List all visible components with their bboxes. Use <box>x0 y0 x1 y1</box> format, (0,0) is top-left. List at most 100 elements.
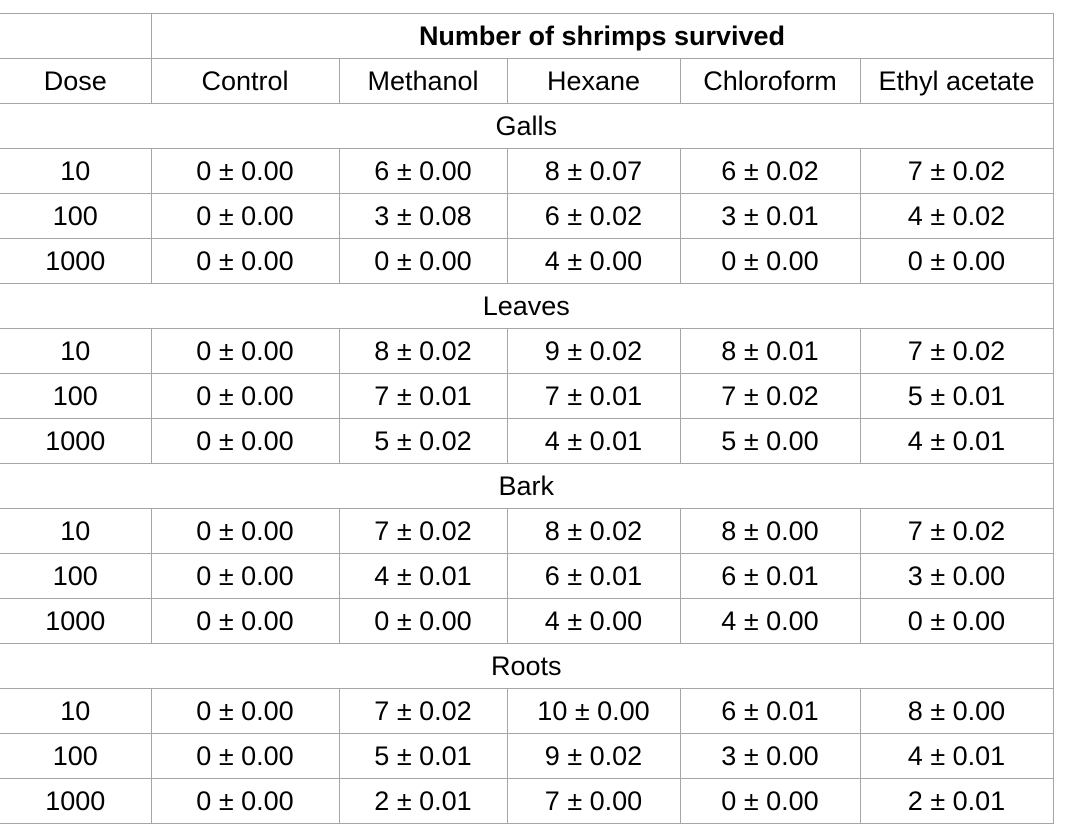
section-label: Galls <box>0 103 1054 149</box>
dose-cell: 10 <box>0 688 152 734</box>
dose-cell: 100 <box>0 553 152 599</box>
header-ethyl-acetate: Ethyl acetate <box>859 58 1054 104</box>
value-cell: 7 ± 0.02 <box>679 373 861 419</box>
header-methanol: Methanol <box>338 58 508 104</box>
value-cell: 5 ± 0.01 <box>859 373 1054 419</box>
value-cell: 10 ± 0.00 <box>506 688 681 734</box>
table-row: 10 0 ± 0.00 6 ± 0.00 8 ± 0.07 6 ± 0.02 7 ± 0.… <box>0 148 1054 194</box>
section-row: Bark <box>0 463 1054 509</box>
table-row: 100 0 ± 0.00 3 ± 0.08 6 ± 0.02 3 ± 0.01 4 ± 0… <box>0 193 1054 239</box>
value-cell: 6 ± 0.01 <box>679 553 861 599</box>
value-cell: 2 ± 0.01 <box>338 778 508 824</box>
section-label: Leaves <box>0 283 1054 329</box>
dose-cell: 100 <box>0 373 152 419</box>
value-cell: 4 ± 0.00 <box>506 598 681 644</box>
value-cell: 0 ± 0.00 <box>150 733 340 779</box>
value-cell: 8 ± 0.01 <box>679 328 861 374</box>
value-cell: 7 ± 0.02 <box>338 688 508 734</box>
value-cell: 0 ± 0.00 <box>679 238 861 284</box>
value-cell: 2 ± 0.01 <box>859 778 1054 824</box>
dose-cell: 10 <box>0 148 152 194</box>
table-row: 1000 0 ± 0.00 5 ± 0.02 4 ± 0.01 5 ± 0.00 4 ± … <box>0 418 1054 464</box>
value-cell: 0 ± 0.00 <box>859 598 1054 644</box>
value-cell: 7 ± 0.00 <box>506 778 681 824</box>
value-cell: 0 ± 0.00 <box>150 148 340 194</box>
value-cell: 0 ± 0.00 <box>150 778 340 824</box>
value-cell: 4 ± 0.00 <box>679 598 861 644</box>
dose-cell: 1000 <box>0 598 152 644</box>
value-cell: 0 ± 0.00 <box>338 238 508 284</box>
value-cell: 4 ± 0.01 <box>859 733 1054 779</box>
table-row: 1000 0 ± 0.00 2 ± 0.01 7 ± 0.00 0 ± 0.00 2 ± … <box>0 778 1054 824</box>
value-cell: 3 ± 0.01 <box>679 193 861 239</box>
value-cell: 0 ± 0.00 <box>150 193 340 239</box>
value-cell: 4 ± 0.02 <box>859 193 1054 239</box>
header-control: Control <box>150 58 340 104</box>
value-cell: 0 ± 0.00 <box>679 778 861 824</box>
section-label: Bark <box>0 463 1054 509</box>
dose-cell: 1000 <box>0 238 152 284</box>
value-cell: 7 ± 0.02 <box>859 328 1054 374</box>
value-cell: 7 ± 0.02 <box>859 148 1054 194</box>
value-cell: 0 ± 0.00 <box>150 688 340 734</box>
value-cell: 7 ± 0.01 <box>338 373 508 419</box>
table-body: Number of shrimps survived Dose Control … <box>0 13 1054 824</box>
header-dose: Dose <box>0 58 152 104</box>
header-chloroform: Chloroform <box>679 58 861 104</box>
value-cell: 7 ± 0.02 <box>338 508 508 554</box>
value-cell: 6 ± 0.01 <box>506 553 681 599</box>
table-row: 10 0 ± 0.00 7 ± 0.02 8 ± 0.02 8 ± 0.00 7 ± 0.… <box>0 508 1054 554</box>
value-cell: 6 ± 0.02 <box>506 193 681 239</box>
table-row: 100 0 ± 0.00 4 ± 0.01 6 ± 0.01 6 ± 0.01 3 ± 0… <box>0 553 1054 599</box>
value-cell: 3 ± 0.08 <box>338 193 508 239</box>
table-row: 10 0 ± 0.00 8 ± 0.02 9 ± 0.02 8 ± 0.01 7 ± 0.… <box>0 328 1054 374</box>
dose-cell: 1000 <box>0 418 152 464</box>
value-cell: 5 ± 0.02 <box>338 418 508 464</box>
dose-cell: 100 <box>0 193 152 239</box>
section-row: Galls <box>0 103 1054 149</box>
value-cell: 4 ± 0.00 <box>506 238 681 284</box>
value-cell: 6 ± 0.00 <box>338 148 508 194</box>
table-row: 100 0 ± 0.00 7 ± 0.01 7 ± 0.01 7 ± 0.02 5 ± 0… <box>0 373 1054 419</box>
value-cell: 4 ± 0.01 <box>859 418 1054 464</box>
value-cell: 4 ± 0.01 <box>506 418 681 464</box>
value-cell: 0 ± 0.00 <box>150 373 340 419</box>
shrimp-survival-table: Number of shrimps survived Dose Control … <box>0 13 1054 824</box>
value-cell: 4 ± 0.01 <box>338 553 508 599</box>
value-cell: 8 ± 0.00 <box>859 688 1054 734</box>
dose-cell: 10 <box>0 508 152 554</box>
value-cell: 9 ± 0.02 <box>506 328 681 374</box>
table-row: 100 0 ± 0.00 5 ± 0.01 9 ± 0.02 3 ± 0.00 4 ± 0… <box>0 733 1054 779</box>
table-title: Number of shrimps survived <box>150 13 1054 59</box>
value-cell: 8 ± 0.02 <box>338 328 508 374</box>
dose-cell: 100 <box>0 733 152 779</box>
value-cell: 5 ± 0.01 <box>338 733 508 779</box>
table-row: 1000 0 ± 0.00 0 ± 0.00 4 ± 0.00 4 ± 0.00 0 ± … <box>0 598 1054 644</box>
value-cell: 0 ± 0.00 <box>150 508 340 554</box>
value-cell: 7 ± 0.02 <box>859 508 1054 554</box>
dose-cell: 1000 <box>0 778 152 824</box>
value-cell: 5 ± 0.00 <box>679 418 861 464</box>
section-row: Roots <box>0 643 1054 689</box>
value-cell: 0 ± 0.00 <box>859 238 1054 284</box>
table-row: 10 0 ± 0.00 7 ± 0.02 10 ± 0.00 6 ± 0.01 8 ± 0… <box>0 688 1054 734</box>
value-cell: 8 ± 0.00 <box>679 508 861 554</box>
value-cell: 0 ± 0.00 <box>338 598 508 644</box>
value-cell: 8 ± 0.07 <box>506 148 681 194</box>
value-cell: 3 ± 0.00 <box>679 733 861 779</box>
value-cell: 8 ± 0.02 <box>506 508 681 554</box>
value-cell: 6 ± 0.01 <box>679 688 861 734</box>
value-cell: 0 ± 0.00 <box>150 328 340 374</box>
table-row: 1000 0 ± 0.00 0 ± 0.00 4 ± 0.00 0 ± 0.00 0 ± … <box>0 238 1054 284</box>
value-cell: 6 ± 0.02 <box>679 148 861 194</box>
section-label: Roots <box>0 643 1054 689</box>
section-row: Leaves <box>0 283 1054 329</box>
value-cell: 0 ± 0.00 <box>150 553 340 599</box>
header-hexane: Hexane <box>506 58 681 104</box>
value-cell: 9 ± 0.02 <box>506 733 681 779</box>
value-cell: 3 ± 0.00 <box>859 553 1054 599</box>
corner-cell <box>0 13 152 59</box>
value-cell: 0 ± 0.00 <box>150 418 340 464</box>
value-cell: 7 ± 0.01 <box>506 373 681 419</box>
value-cell: 0 ± 0.00 <box>150 238 340 284</box>
